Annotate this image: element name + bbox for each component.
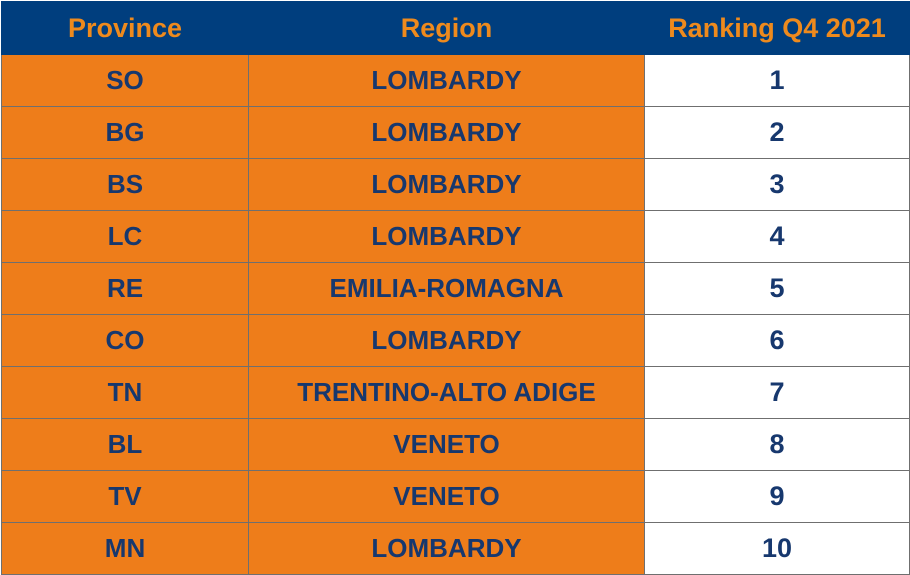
province-cell: BS [1, 158, 249, 211]
rank-cell: 7 [644, 366, 910, 419]
province-cell: MN [1, 522, 249, 575]
rank-cell: 2 [644, 106, 910, 159]
province-cell: BL [1, 418, 249, 471]
table-row: MN LOMBARDY 10 [1, 522, 910, 575]
table-row: LC LOMBARDY 4 [1, 210, 910, 263]
column-header-region: Region [248, 1, 645, 55]
province-cell: TN [1, 366, 249, 419]
column-header-ranking: Ranking Q4 2021 [644, 1, 910, 55]
table-body: SO LOMBARDY 1 BG LOMBARDY 2 BS LOMBARDY 3 LC LOMBA… [1, 54, 910, 575]
region-cell: EMILIA-ROMAGNA [248, 262, 645, 315]
province-cell: SO [1, 54, 249, 107]
region-cell: VENETO [248, 470, 645, 523]
province-cell: BG [1, 106, 249, 159]
table-row: TV VENETO 9 [1, 470, 910, 523]
province-cell: RE [1, 262, 249, 315]
rank-cell: 9 [644, 470, 910, 523]
table-row: BG LOMBARDY 2 [1, 106, 910, 159]
table-row: SO LOMBARDY 1 [1, 54, 910, 107]
region-cell: LOMBARDY [248, 210, 645, 263]
table-row: RE EMILIA-ROMAGNA 5 [1, 262, 910, 315]
rank-cell: 4 [644, 210, 910, 263]
region-cell: LOMBARDY [248, 158, 645, 211]
rank-cell: 3 [644, 158, 910, 211]
region-cell: LOMBARDY [248, 314, 645, 367]
region-cell: LOMBARDY [248, 54, 645, 107]
province-cell: CO [1, 314, 249, 367]
table-row: CO LOMBARDY 6 [1, 314, 910, 367]
region-cell: TRENTINO-ALTO ADIGE [248, 366, 645, 419]
rank-cell: 10 [644, 522, 910, 575]
province-cell: TV [1, 470, 249, 523]
rank-cell: 8 [644, 418, 910, 471]
region-cell: LOMBARDY [248, 522, 645, 575]
province-cell: LC [1, 210, 249, 263]
region-cell: LOMBARDY [248, 106, 645, 159]
rank-cell: 1 [644, 54, 910, 107]
header-row: Province Region Ranking Q4 2021 [1, 1, 910, 55]
table-row: BL VENETO 8 [1, 418, 910, 471]
table-row: BS LOMBARDY 3 [1, 158, 910, 211]
region-cell: VENETO [248, 418, 645, 471]
rank-cell: 5 [644, 262, 910, 315]
rank-cell: 6 [644, 314, 910, 367]
column-header-province: Province [1, 1, 249, 55]
table-row: TN TRENTINO-ALTO ADIGE 7 [1, 366, 910, 419]
